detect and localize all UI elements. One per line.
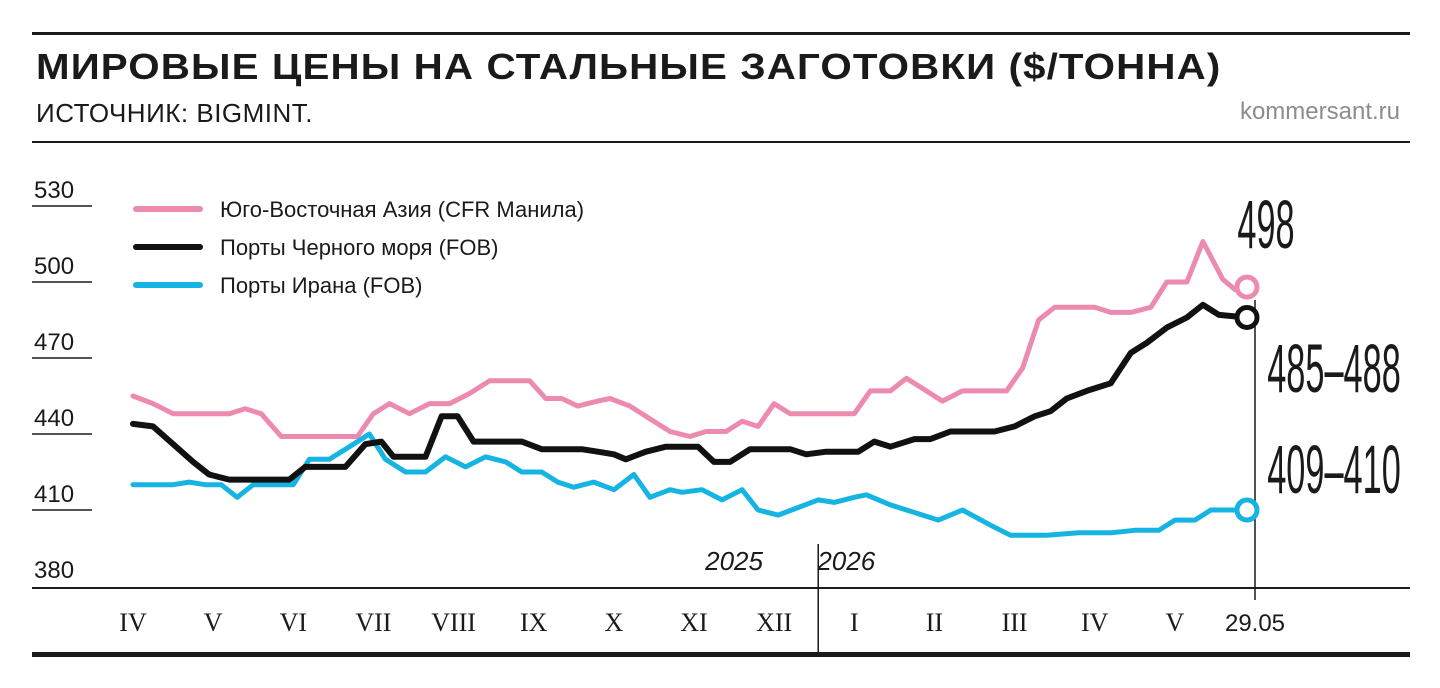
y-tick-label: 440 [34,405,74,432]
series-lines [130,239,1260,538]
callout-label: 485–488 [1267,331,1401,407]
x-tick-label: III [1002,608,1028,637]
series-end-marker [1234,497,1260,523]
x-tick-label: II [926,608,943,637]
legend-label: Порты Ирана (FOB) [220,273,422,298]
brand-label: kommersant.ru [1239,98,1400,125]
x-tick-label: V [204,608,223,637]
callout-label: 498 [1237,187,1294,263]
legend-label: Юго-Восточная Азия (CFR Манила) [220,197,584,222]
year-label: 2025 [704,546,763,576]
legend-label: Порты Черного моря (FOB) [220,235,498,260]
x-tick-label: VII [355,608,391,637]
x-tick-label: IV [1081,608,1109,637]
header-rule [32,141,1410,143]
y-tick-label: 380 [34,557,74,584]
bottom-rule [32,652,1410,657]
y-tick-label: 500 [34,253,74,280]
x-tick-label: IX [520,608,548,637]
x-tick-label: IV [119,608,147,637]
y-tick-label: 530 [34,177,74,204]
series-line [130,431,1250,538]
y-tick-label: 410 [34,481,74,508]
chart-title: МИРОВЫЕ ЦЕНЫ НА СТАЛЬНЫЕ ЗАГОТОВКИ ($/ТО… [36,46,1222,87]
x-tick-label: X [604,608,623,637]
x-tick-label: VIII [431,608,476,637]
x-tick-label: V [1165,608,1184,637]
y-tick-label: 470 [34,329,74,356]
series-end-marker [1234,274,1260,300]
x-tick-label: 29.05 [1225,610,1285,637]
series-end-marker [1234,304,1260,330]
y-axis: 530 500 470 440 410 380 [32,177,92,584]
x-tick-label: I [850,608,859,637]
x-tick-label: XI [680,608,707,637]
legend: Юго-Восточная Азия (CFR Манила) Порты Чер… [133,197,584,298]
callout-label: 409–410 [1267,432,1401,508]
x-tick-label: VI [280,608,307,637]
callouts: 498 485–488 409–410 [1237,187,1400,508]
series-line [130,301,1250,483]
top-rule [32,32,1410,35]
x-tick-label: XII [756,608,792,637]
chart-source: ИСТОЧНИК: BIGMINT. [36,98,314,128]
series-line [130,239,1250,439]
year-label: 2026 [816,546,875,576]
